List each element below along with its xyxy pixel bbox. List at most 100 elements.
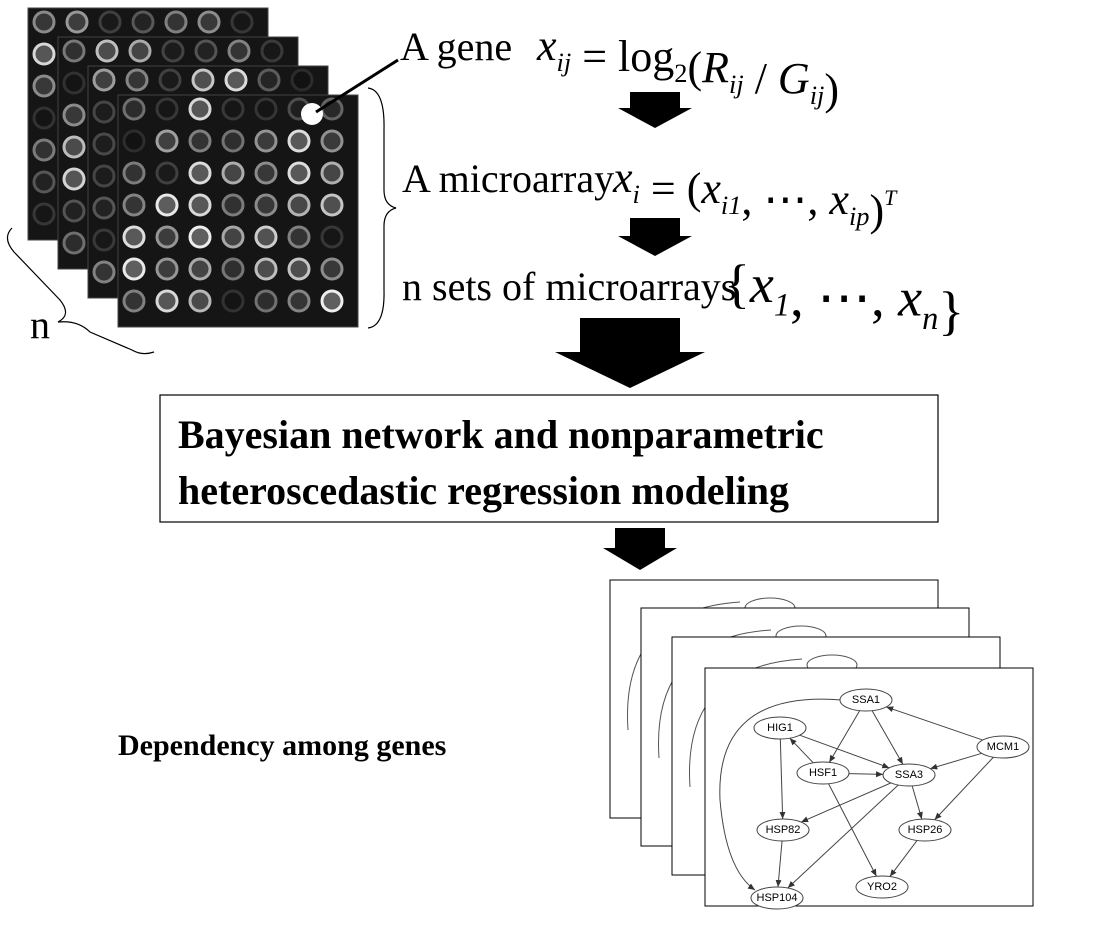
subscript: i [633, 179, 640, 209]
arrow [618, 218, 692, 256]
microarray-label: A microarray [402, 156, 614, 201]
network-stack: SSA1HIG1MCM1HSF1SSA3HSP82HSP26HSP104YRO2 [610, 580, 1033, 909]
spot [157, 291, 177, 311]
spot [124, 131, 144, 151]
spot [157, 195, 177, 215]
spot [64, 41, 84, 61]
node-label: HSP26 [908, 824, 943, 836]
spot [289, 291, 309, 311]
spot [223, 195, 243, 215]
subscript: ip [849, 201, 870, 231]
model-text: Bayesian network and nonparametric [178, 412, 824, 457]
spot [166, 12, 186, 32]
spot [124, 163, 144, 183]
spot [94, 230, 114, 250]
formula-part: ) [869, 186, 884, 235]
spot [190, 259, 210, 279]
model-text: heteroscedastic regression modeling [178, 468, 789, 513]
spot [322, 227, 342, 247]
spot [256, 291, 276, 311]
bright-spot [301, 103, 323, 125]
spot [94, 198, 114, 218]
spot [34, 172, 54, 192]
spot [64, 233, 84, 253]
spot [64, 105, 84, 125]
spot [34, 140, 54, 160]
subscript: 2 [674, 58, 687, 88]
formula-part: x [897, 268, 922, 328]
spot [124, 195, 144, 215]
spot [256, 227, 276, 247]
spot [190, 99, 210, 119]
subscript: ij [729, 69, 744, 99]
spot [94, 102, 114, 122]
spot [322, 131, 342, 151]
spot [34, 108, 54, 128]
spot [223, 131, 243, 151]
spot [190, 227, 210, 247]
formula-part: x [612, 153, 633, 202]
subscript: ij [557, 47, 572, 77]
spot [226, 70, 246, 90]
node-label: HIG1 [767, 722, 793, 734]
spot [292, 70, 312, 90]
spot [193, 70, 213, 90]
spot [157, 259, 177, 279]
formula-part: { [724, 254, 750, 314]
formula-part: } [938, 281, 964, 341]
formula-part: = [571, 32, 618, 81]
spot [157, 227, 177, 247]
spot [322, 259, 342, 279]
spot [64, 201, 84, 221]
spot [124, 291, 144, 311]
spot [94, 134, 114, 154]
spot [157, 99, 177, 119]
spot [190, 291, 210, 311]
sets-label: n sets of microarrays [402, 264, 736, 309]
spot [289, 227, 309, 247]
spot [94, 166, 114, 186]
spot [229, 41, 249, 61]
spot [64, 73, 84, 93]
spot [256, 99, 276, 119]
spot [256, 195, 276, 215]
spot [100, 12, 120, 32]
subscript: ij [810, 80, 825, 110]
spot [190, 131, 210, 151]
spot [223, 291, 243, 311]
spot [130, 41, 150, 61]
spot [256, 163, 276, 183]
gene-formula: xij = log2(Rij / Gij) [536, 21, 839, 114]
spot [223, 99, 243, 119]
formula-part: G [778, 54, 810, 103]
arrow [603, 528, 677, 570]
spot [163, 41, 183, 61]
spot [64, 137, 84, 157]
spot [256, 259, 276, 279]
diagram: n A gene xij = log2(Rij / Gij) A microar… [0, 0, 1108, 925]
spot [223, 227, 243, 247]
node-label: HSP82 [766, 824, 801, 836]
result-label: Dependency among genes [118, 729, 446, 762]
node-label: MCM1 [987, 741, 1019, 753]
formula-part: ) [824, 65, 839, 114]
spot [259, 70, 279, 90]
subscript: n [922, 301, 938, 337]
spot [97, 41, 117, 61]
spot [124, 227, 144, 247]
spot [190, 163, 210, 183]
formula-part: log [618, 32, 674, 81]
formula-part: = ( [640, 164, 701, 213]
node-label: SSA3 [895, 769, 923, 781]
superscript: T [884, 185, 898, 210]
spot [124, 99, 144, 119]
spot [322, 163, 342, 183]
spot [34, 76, 54, 96]
spot [232, 12, 252, 32]
arrow [555, 318, 705, 388]
spot [190, 195, 210, 215]
formula-part: , ⋯, [741, 175, 829, 224]
spot [262, 41, 282, 61]
spot [223, 163, 243, 183]
spot [34, 204, 54, 224]
